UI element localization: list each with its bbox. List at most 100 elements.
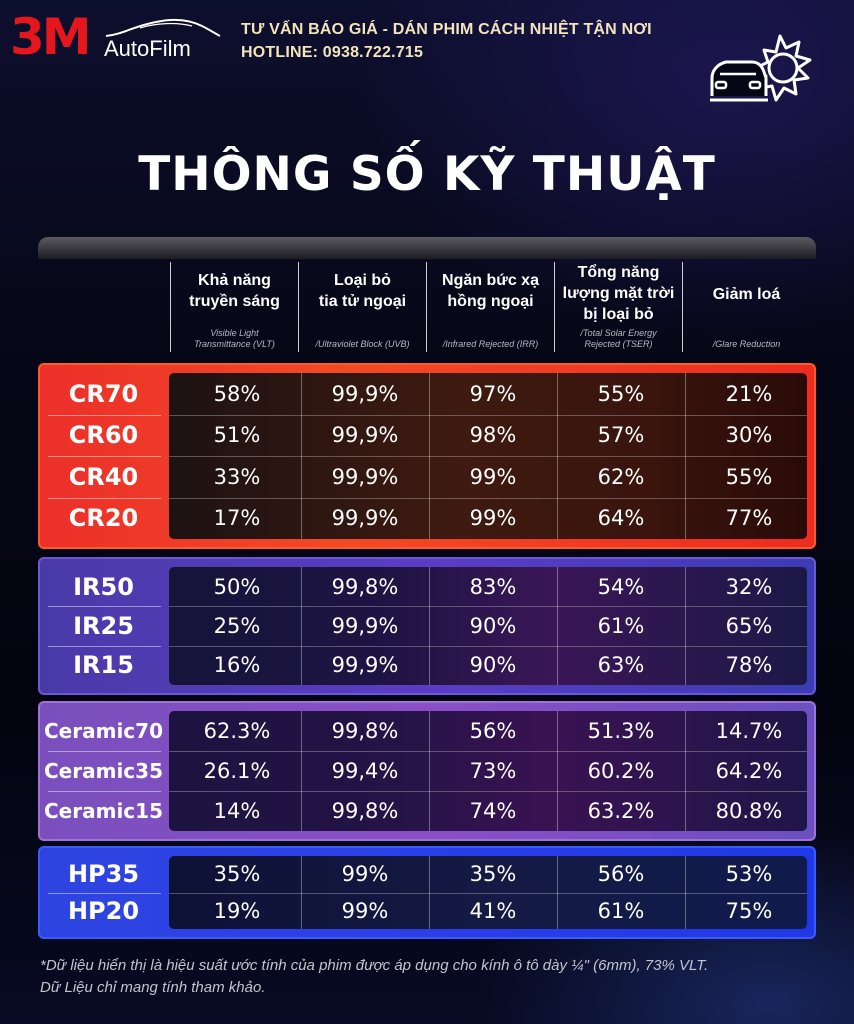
value-cell: 63.2% (587, 799, 655, 823)
column-divider (301, 567, 302, 685)
film-name: CR40 (68, 462, 139, 491)
value-cell: 21% (725, 381, 773, 406)
value-cell: 98% (469, 423, 517, 448)
column-header-en: /Ultraviolet Block (UVB) (303, 339, 422, 350)
row-divider (169, 751, 807, 752)
table-row: IR25 25% 99,9% 90% 61% 65% (40, 604, 814, 648)
column-header-vlt: Khả năng truyền sáng Visible Light Trans… (170, 262, 298, 352)
column-header-en-line: Transmittance (VLT) (194, 339, 275, 349)
column-divider (557, 856, 558, 929)
value-cell: 99,9% (331, 464, 399, 489)
column-header-label: Ngăn bức xạ (442, 272, 539, 289)
value-cell: 74% (469, 799, 517, 823)
value-cell: 61% (597, 898, 645, 923)
table-row: Ceramic70 62.3% 99,8% 56% 51.3% 14.7% (40, 709, 814, 753)
column-divider (429, 711, 430, 831)
column-divider (557, 711, 558, 831)
value-cell: 58% (213, 381, 261, 406)
column-header-label: Giảm loá (712, 286, 781, 303)
value-cell: 97% (469, 381, 517, 406)
value-cell: 53% (725, 862, 773, 887)
value-cell: 35% (213, 862, 261, 887)
logo-3m: 3M (10, 8, 92, 66)
value-cell: 80.8% (715, 799, 783, 823)
column-header-label: Khả năng (198, 272, 271, 289)
value-cell: 56% (597, 862, 645, 887)
value-cell: 17% (213, 506, 261, 531)
name-divider (48, 892, 161, 894)
value-cell: 64.2% (715, 759, 783, 783)
value-cell: 99,8% (331, 719, 399, 743)
column-divider (301, 856, 302, 929)
value-cell: 63% (597, 653, 645, 678)
table-row: CR70 58% 99,9% 97% 55% 21% (40, 372, 814, 416)
value-cell: 77% (725, 506, 773, 531)
value-cell: 99,4% (331, 759, 399, 783)
value-cell: 50% (213, 574, 261, 599)
row-divider (169, 414, 807, 416)
name-divider (48, 497, 161, 499)
column-header-label: hồng ngoại (447, 293, 534, 310)
footnote-line-1: *Dữ liệu hiển thị là hiệu suất ước tính … (40, 957, 709, 974)
column-header-en: Visible Light Transmittance (VLT) (175, 328, 294, 350)
name-divider (48, 456, 161, 457)
value-cell: 35% (469, 862, 517, 887)
column-header-en: /Infrared Rejected (IRR) (431, 339, 550, 350)
footnote: *Dữ liệu hiển thị là hiệu suất ước tính … (40, 955, 830, 999)
group-panel (169, 567, 807, 685)
value-cell: 19% (213, 898, 261, 923)
column-divider (685, 711, 686, 831)
hotline[interactable]: HOTLINE: 0938.722.715 (241, 44, 424, 61)
value-cell: 99% (469, 464, 517, 489)
column-divider (429, 567, 430, 685)
value-cell: 90% (469, 614, 517, 638)
column-divider (685, 373, 686, 539)
value-cell: 26.1% (203, 759, 271, 783)
column-header-en-line: /Total Solar Energy (580, 328, 657, 338)
value-cell: 56% (469, 719, 517, 743)
value-cell: 90% (469, 653, 517, 678)
value-cell: 30% (725, 423, 773, 448)
table-row: HP20 19% 99% 41% 61% 75% (40, 889, 814, 933)
group-ir-series: IR50 50% 99,8% 83% 54% 32% IR25 25% 99,9% 90% 61% 6… (38, 557, 816, 695)
column-divider (429, 373, 430, 539)
column-header-en-line: /Glare Reduction (712, 339, 781, 349)
value-cell: 73% (469, 759, 517, 783)
film-name: HP35 (67, 860, 140, 889)
column-header-tser: Tổng năng lượng mặt trời bị loại bỏ /Tot… (554, 262, 682, 352)
row-divider (169, 892, 807, 894)
value-cell: 99,9% (331, 614, 399, 638)
column-header-en: /Glare Reduction (687, 339, 806, 350)
column-header-label: lượng mặt trời (562, 285, 675, 302)
column-header-en-line: Visible Light (210, 328, 259, 338)
film-name: Ceramic70 (44, 719, 163, 743)
name-divider (48, 606, 161, 608)
name-divider (48, 791, 161, 792)
footnote-line-2: Dữ Liệu chỉ mang tính tham khảo. (40, 979, 266, 996)
row-divider (169, 456, 807, 457)
film-name: IR50 (73, 572, 134, 601)
car-sun-icon (710, 34, 812, 102)
table-row: Ceramic35 26.1% 99,4% 73% 60.2% 64.2% (40, 749, 814, 793)
group-panel (169, 373, 807, 539)
value-cell: 99,9% (331, 506, 399, 531)
column-header-label: tia tử ngoại (318, 293, 407, 310)
film-name: CR70 (68, 379, 139, 408)
table-row: HP35 35% 99% 35% 56% 53% (40, 852, 814, 896)
column-header-en: /Total Solar Energy Rejected (TSER) (559, 328, 678, 350)
column-header-en-line: Rejected (TSER) (584, 339, 653, 349)
header: 3M AutoFilm TƯ VẤN BÁO GIÁ - DÁN PHIM CÁ… (0, 0, 854, 110)
group-panel (169, 856, 807, 929)
value-cell: 32% (725, 574, 773, 599)
column-header-label: bị loại bỏ (583, 306, 654, 323)
value-cell: 83% (469, 574, 517, 599)
film-name: CR20 (68, 504, 139, 533)
name-divider (48, 645, 161, 647)
column-header-irr: Ngăn bức xạ hồng ngoại /Infrared Rejecte… (426, 262, 554, 352)
column-divider (685, 567, 686, 685)
value-cell: 99,8% (331, 574, 399, 599)
value-cell: 61% (597, 614, 645, 638)
value-cell: 99,9% (331, 653, 399, 678)
value-cell: 99% (341, 862, 389, 887)
value-cell: 14% (213, 799, 261, 823)
